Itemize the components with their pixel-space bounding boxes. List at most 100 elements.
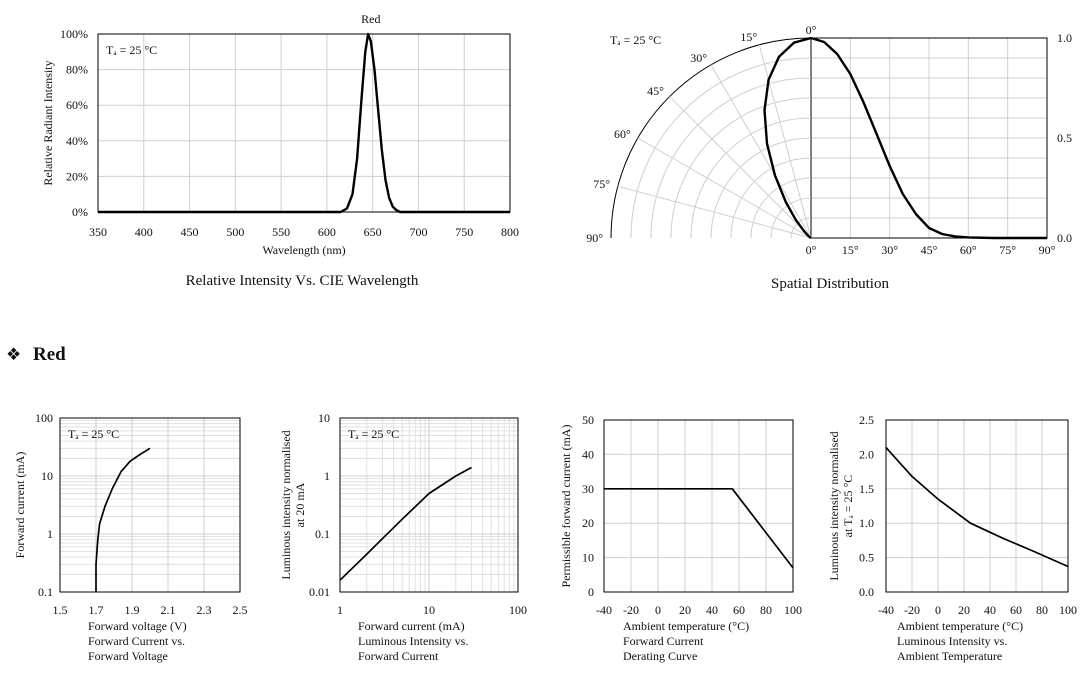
x-tick-label: 45° [921, 243, 938, 257]
x-axis-label: Forward voltage (V) [88, 619, 187, 633]
x-tick-label: 100 [784, 603, 802, 617]
chart-caption: Forward Voltage [88, 649, 168, 663]
y-tick-label: 60% [66, 98, 88, 112]
x-axis-label: Ambient temperature (°C) [623, 619, 749, 633]
x-tick-label: -20 [623, 603, 639, 617]
y-axis-label: Permissible forward current (mA) [559, 425, 573, 588]
chart-caption: Luminous Intensity vs. [897, 634, 1007, 648]
plot-frame [885, 419, 1069, 593]
y-tick-label: 0.1 [315, 527, 330, 541]
y-tick-label: 100 [35, 411, 53, 425]
y-tick-label: 1 [324, 469, 330, 483]
y-axis-label-2: at 20 mA [293, 482, 307, 527]
angle-tick-label: 60° [614, 127, 631, 141]
y-tick-label: 10 [582, 551, 594, 565]
x-tick-label: 40 [706, 603, 718, 617]
x-tick-label: 1.7 [89, 603, 104, 617]
y-tick-label: 0.5 [1057, 131, 1072, 145]
x-tick-label: 20 [958, 603, 970, 617]
x-tick-label: 400 [135, 225, 153, 239]
series-label: Red [361, 12, 380, 26]
x-tick-label: 800 [501, 225, 519, 239]
x-tick-label: 80 [1036, 603, 1048, 617]
x-tick-label: 500 [226, 225, 244, 239]
x-axis-label: Wavelength (nm) [262, 243, 345, 257]
angle-tick-label: 75° [593, 177, 610, 191]
y-tick-label: 30 [582, 482, 594, 496]
y-tick-label: 100% [60, 27, 88, 41]
x-tick-label: -20 [904, 603, 920, 617]
temperature-annotation: Tₐ = 25 °C [106, 43, 157, 57]
x-tick-label: 90° [1039, 243, 1056, 257]
plot-frame [97, 33, 511, 213]
x-tick-label: 40 [984, 603, 996, 617]
angle-tick-label: 0° [806, 23, 817, 37]
x-tick-label: 0 [935, 603, 941, 617]
chart-caption: Forward Current vs. [88, 634, 185, 648]
x-tick-label: 15° [842, 243, 859, 257]
x-tick-label: 1.9 [125, 603, 140, 617]
x-tick-label: 0 [655, 603, 661, 617]
chart-caption: Forward Current [358, 649, 439, 663]
polar-spoke [617, 185, 812, 239]
y-tick-label: 0 [588, 585, 594, 599]
y-tick-label: 20 [582, 516, 594, 530]
chart-title: Spatial Distribution [771, 276, 889, 292]
x-tick-label: 60 [1010, 603, 1022, 617]
x-tick-label: 20 [679, 603, 691, 617]
x-tick-label: 100 [1059, 603, 1077, 617]
x-tick-label: 350 [89, 225, 107, 239]
y-tick-label: 0.5 [859, 551, 874, 565]
derating-curve-chart: -40 -20 0 20 40 60 80 100 0 10 20 30 40 50 Ambient tem… [559, 413, 802, 663]
chart-caption: Luminous Intensity vs. [358, 634, 468, 648]
y-tick-label: 0.0 [859, 585, 874, 599]
polar-spoke [758, 44, 812, 239]
y-axis-label: Forward current (mA) [13, 452, 27, 559]
y-tick-label: 0% [72, 205, 88, 219]
temperature-annotation: Tₐ = 25 °C [610, 33, 661, 47]
chart-title: Relative Intensity Vs. CIE Wavelength [186, 273, 419, 289]
x-tick-label: 700 [409, 225, 427, 239]
x-tick-label: 0° [806, 243, 817, 257]
y-tick-label: 10 [41, 469, 53, 483]
y-tick-label: 1.5 [859, 482, 874, 496]
x-tick-label: 60 [733, 603, 745, 617]
plot-frame [59, 417, 241, 593]
angle-tick-label: 90° [586, 231, 603, 245]
plot-frame [339, 417, 519, 593]
y-tick-label: 0.1 [38, 585, 53, 599]
forward-current-vs-voltage-chart: 1.5 1.7 1.9 2.1 2.3 2.5 0.1 1 10 100 Tₐ = 25 °C For… [13, 411, 248, 663]
y-tick-label: 20% [66, 169, 88, 183]
y-tick-label: 40 [582, 447, 594, 461]
x-tick-label: 2.5 [233, 603, 248, 617]
series-line [604, 487, 794, 569]
cartesian-series-line [810, 36, 1047, 240]
y-tick-label: 2.5 [859, 413, 874, 427]
x-tick-label: 750 [455, 225, 473, 239]
chart-caption: Ambient Temperature [897, 649, 1002, 663]
x-tick-label: 100 [509, 603, 527, 617]
x-tick-label: 10 [423, 603, 435, 617]
y-axis-label-2: at Tₐ = 25 °C [841, 475, 855, 538]
angle-tick-label: 45° [647, 84, 664, 98]
y-tick-label: 2.0 [859, 447, 874, 461]
series-line [98, 32, 510, 214]
x-tick-label: 1.5 [53, 603, 68, 617]
section-bullet: ❖ [6, 345, 21, 364]
y-axis-label: Luminous intensity normalised [827, 431, 841, 580]
x-tick-label: 550 [272, 225, 290, 239]
x-tick-label: 2.1 [161, 603, 176, 617]
polar-spoke [637, 137, 812, 239]
luminous-intensity-vs-current-chart: 1 10 100 0.01 0.1 1 10 Tₐ = 25 °C Forward curren… [279, 411, 527, 663]
chart-caption: Forward Current [623, 634, 704, 648]
x-tick-label: -40 [596, 603, 612, 617]
y-tick-label: 0.0 [1057, 231, 1072, 245]
temperature-annotation: Tₐ = 25 °C [68, 427, 119, 441]
series-line [95, 447, 151, 592]
spatial-distribution-chart: 0° 15° 30° 45° 60° 75° 90°0.00.51.00°15°30°45°… [586, 23, 1072, 292]
chart-caption: Derating Curve [623, 649, 697, 663]
y-tick-label: 1 [47, 527, 53, 541]
y-tick-label: 80% [66, 63, 88, 77]
relative-intensity-chart: 350 400 450 500 550 600 650 700 750 800 0% 20% 40% 60… [41, 12, 519, 289]
